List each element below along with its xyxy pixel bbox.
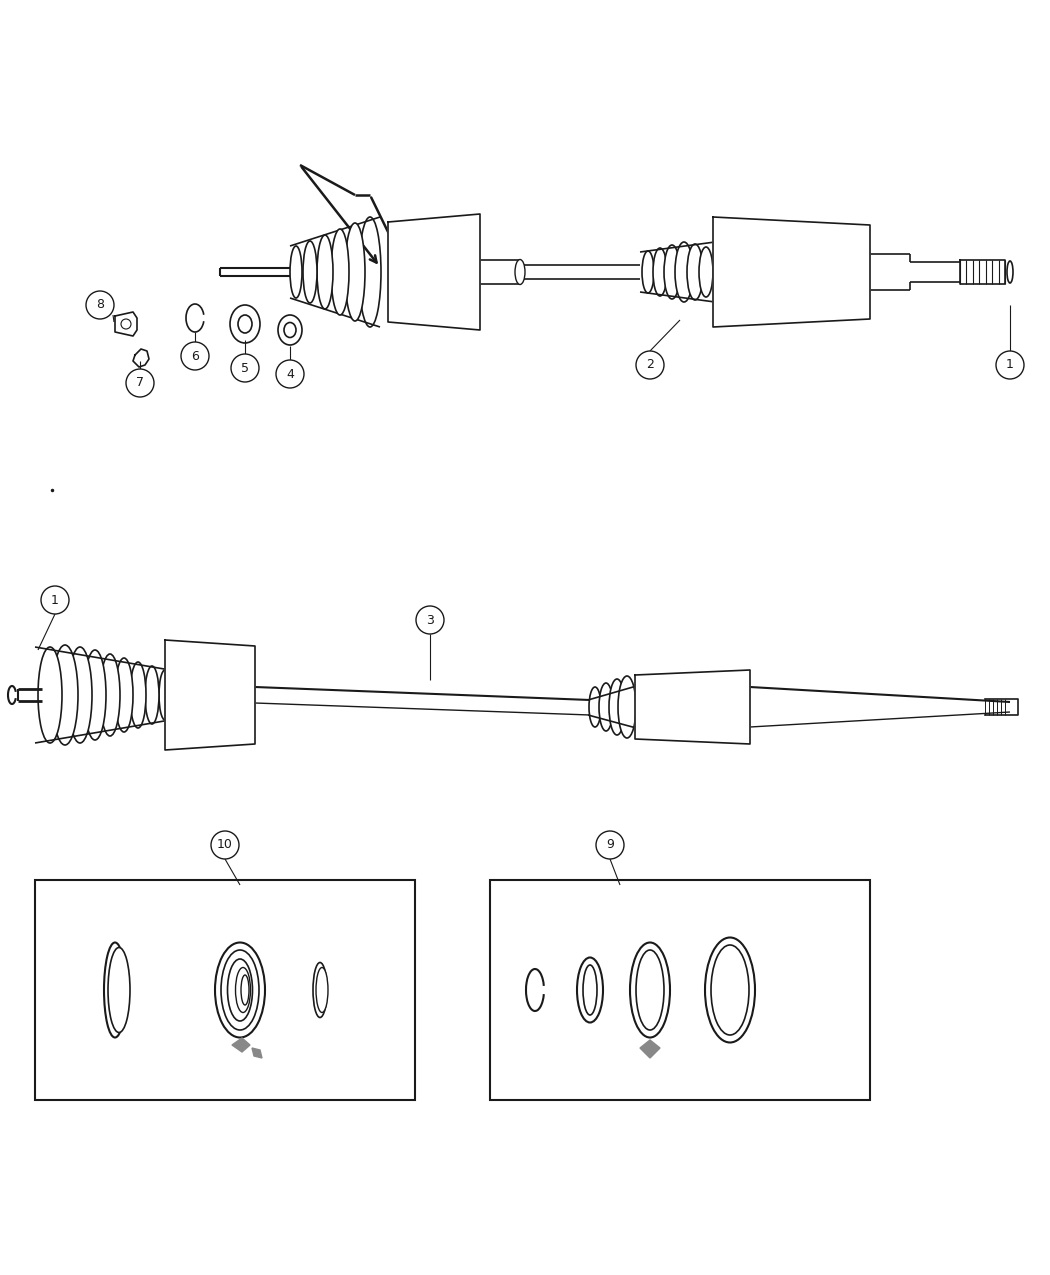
Ellipse shape xyxy=(159,669,171,720)
Ellipse shape xyxy=(84,650,106,740)
Circle shape xyxy=(996,351,1024,379)
Text: 1: 1 xyxy=(51,593,59,607)
Ellipse shape xyxy=(514,260,525,284)
Circle shape xyxy=(211,831,239,859)
Ellipse shape xyxy=(317,235,333,309)
Bar xyxy=(490,880,870,1100)
Ellipse shape xyxy=(598,683,613,731)
Ellipse shape xyxy=(313,963,327,1017)
Ellipse shape xyxy=(316,968,328,1012)
Ellipse shape xyxy=(235,968,251,1012)
Circle shape xyxy=(416,606,444,634)
Ellipse shape xyxy=(705,937,755,1043)
Bar xyxy=(35,880,415,1100)
Ellipse shape xyxy=(699,247,713,297)
Ellipse shape xyxy=(687,244,704,300)
Ellipse shape xyxy=(52,645,78,745)
Polygon shape xyxy=(252,1048,262,1058)
Ellipse shape xyxy=(68,646,92,743)
Ellipse shape xyxy=(331,230,349,315)
Ellipse shape xyxy=(303,241,317,303)
Ellipse shape xyxy=(345,223,365,321)
Polygon shape xyxy=(388,214,480,330)
Circle shape xyxy=(276,360,304,388)
Ellipse shape xyxy=(609,680,625,734)
Ellipse shape xyxy=(278,315,302,346)
Text: 1: 1 xyxy=(1006,358,1014,371)
Circle shape xyxy=(41,586,69,615)
Ellipse shape xyxy=(636,950,664,1030)
Ellipse shape xyxy=(220,950,259,1030)
Ellipse shape xyxy=(675,242,693,302)
Text: 3: 3 xyxy=(426,613,434,626)
Polygon shape xyxy=(116,312,136,337)
Ellipse shape xyxy=(242,975,249,1005)
Circle shape xyxy=(596,831,624,859)
Polygon shape xyxy=(635,669,750,745)
Ellipse shape xyxy=(230,305,260,343)
Ellipse shape xyxy=(145,666,159,724)
Ellipse shape xyxy=(215,942,265,1038)
Ellipse shape xyxy=(578,958,603,1023)
Text: 9: 9 xyxy=(606,839,614,852)
Circle shape xyxy=(126,368,154,397)
Text: 8: 8 xyxy=(96,298,104,311)
Polygon shape xyxy=(640,1040,660,1058)
Circle shape xyxy=(181,342,209,370)
Ellipse shape xyxy=(104,942,126,1038)
Ellipse shape xyxy=(630,942,670,1038)
Ellipse shape xyxy=(38,646,62,743)
Ellipse shape xyxy=(642,251,654,293)
Polygon shape xyxy=(165,640,255,750)
Ellipse shape xyxy=(290,246,302,298)
Text: 10: 10 xyxy=(217,839,233,852)
Ellipse shape xyxy=(589,687,601,727)
Circle shape xyxy=(86,291,114,319)
Ellipse shape xyxy=(130,662,146,728)
Ellipse shape xyxy=(284,323,296,338)
Ellipse shape xyxy=(664,245,680,300)
Text: 6: 6 xyxy=(191,349,198,362)
Text: 7: 7 xyxy=(136,376,144,389)
Ellipse shape xyxy=(116,658,133,732)
Ellipse shape xyxy=(583,965,597,1015)
Ellipse shape xyxy=(228,959,252,1021)
Ellipse shape xyxy=(359,217,381,326)
Ellipse shape xyxy=(653,249,667,296)
Text: 5: 5 xyxy=(242,362,249,375)
Ellipse shape xyxy=(238,315,252,333)
Ellipse shape xyxy=(711,945,749,1035)
Text: 2: 2 xyxy=(646,358,654,371)
Circle shape xyxy=(231,354,259,382)
Polygon shape xyxy=(232,1038,250,1052)
Text: 4: 4 xyxy=(286,367,294,380)
Circle shape xyxy=(636,351,664,379)
Ellipse shape xyxy=(100,654,120,736)
Polygon shape xyxy=(713,217,870,326)
Ellipse shape xyxy=(108,947,130,1033)
Ellipse shape xyxy=(618,676,636,738)
